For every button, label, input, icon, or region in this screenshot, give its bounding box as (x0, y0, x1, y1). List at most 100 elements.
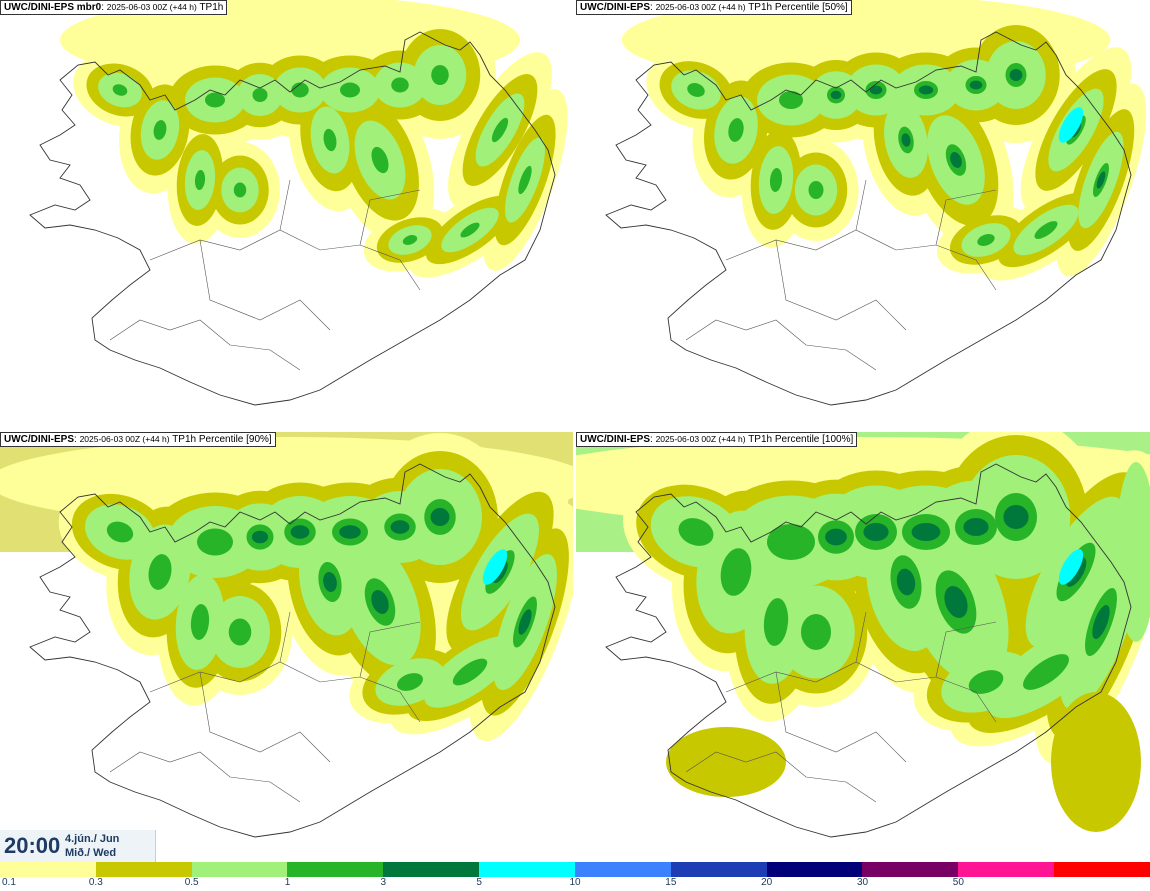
precip-area (801, 614, 831, 650)
legend-label: 0.1 (2, 877, 16, 888)
precip-area (194, 170, 206, 190)
precip-area (252, 88, 268, 102)
date-line-1: 4.jún./ Jun (65, 833, 120, 845)
legend-color-9 (862, 862, 959, 877)
legend-label: 1 (284, 877, 291, 888)
legend-labels: 0.1 0.3 0.5 1 3 5 10 15 20 30 50 (0, 877, 1150, 891)
model-name: UWC/DINI-EPS (4, 434, 74, 445)
precip-area (340, 82, 360, 98)
road-network (149, 611, 421, 763)
precip-area (431, 65, 449, 85)
road-network (725, 611, 997, 763)
panel-title: UWC/DINI-EPS: 2025-06-03 00Z (+44 h) TP1… (576, 0, 852, 15)
precip-area (397, 673, 423, 691)
legend-color-6 (574, 862, 671, 877)
run-info: 2025-06-03 00Z (+44 h) (655, 2, 746, 12)
precip-area (1116, 462, 1150, 642)
precip-area (460, 222, 480, 238)
coastline (29, 31, 556, 406)
legend-color-4 (383, 862, 480, 877)
precip-area (1096, 171, 1106, 189)
legend-color-10 (958, 862, 1055, 877)
precip-area (1058, 549, 1084, 585)
legend-color-7 (670, 862, 767, 877)
precip-area (251, 530, 269, 544)
precip-area (491, 117, 509, 143)
date-line-2: Mið./ Wed (65, 847, 117, 859)
precip-area (666, 727, 786, 797)
legend-label: 0.3 (88, 877, 103, 888)
field-name: TP1h (199, 2, 224, 13)
precip-area (968, 670, 1004, 694)
precip-area (687, 83, 705, 97)
precip-area (323, 571, 337, 593)
run-info: 2025-06-03 00Z (+44 h) (106, 2, 197, 12)
legend-color-0 (0, 862, 96, 877)
precip-area (371, 590, 389, 614)
panel-title: UWC/DINI-EPS: 2025-06-03 00Z (+44 h) TP1… (0, 432, 276, 447)
precip-area (402, 235, 418, 245)
legend-label: 3 (380, 877, 387, 888)
road-network (109, 751, 301, 803)
field-name: TP1h Percentile [50%] (748, 2, 848, 13)
field-name: TP1h Percentile [90%] (172, 434, 272, 445)
precip-area (291, 82, 309, 98)
color-legend (0, 862, 1150, 877)
run-info: 2025-06-03 00Z (+44 h) (79, 434, 170, 444)
road-network (685, 751, 877, 803)
precip-area (323, 128, 337, 152)
precip-area (390, 520, 410, 534)
precip-area (769, 168, 783, 192)
precip-area (371, 146, 389, 174)
precip-area (518, 165, 532, 195)
map-panel-mbr0: UWC/DINI-EPS mbr0: 2025-06-03 00Z (+44 h… (0, 0, 573, 430)
panel-title: UWC/DINI-EPS mbr0: 2025-06-03 00Z (+44 h… (0, 0, 228, 15)
precip-area (228, 618, 252, 646)
road-network (685, 319, 877, 371)
precip-area (950, 152, 962, 168)
precip-area (1092, 604, 1110, 640)
legend-color-2 (191, 862, 288, 877)
legend-color-8 (766, 862, 863, 877)
coastline (605, 31, 1132, 406)
precip-area (1003, 505, 1029, 529)
valid-time-box: 20:00 4.jún./ Jun Mið./ Wed (0, 830, 156, 862)
legend-label: 5 (476, 877, 482, 888)
precip-area (830, 90, 842, 100)
model-name: UWC/DINI-EPS mbr0 (4, 2, 102, 13)
road-network (109, 319, 301, 371)
precip-area (1034, 221, 1058, 239)
field-name: TP1h Percentile [100%] (748, 434, 854, 445)
precip-area (452, 658, 488, 686)
precip-area (339, 525, 361, 539)
legend-label: 20 (761, 877, 773, 888)
precip-area (190, 604, 210, 640)
legend-color-11 (1054, 862, 1150, 877)
precip-area (779, 91, 803, 109)
precip-area (290, 525, 310, 539)
legend-label: 50 (952, 877, 964, 888)
model-name: UWC/DINI-EPS (580, 434, 650, 445)
precip-area (112, 84, 128, 96)
map-panel-p100: UWC/DINI-EPS: 2025-06-03 00Z (+44 h) TP1… (576, 432, 1150, 862)
precip-area (825, 528, 847, 546)
road-network (725, 179, 997, 331)
precip-area (720, 548, 752, 596)
precip-area (1051, 692, 1141, 832)
precip-area (896, 568, 916, 596)
map-panel-p90: UWC/DINI-EPS: 2025-06-03 00Z (+44 h) TP1… (0, 432, 573, 862)
legend-color-5 (479, 862, 575, 877)
precip-area (808, 181, 824, 199)
coastline (29, 463, 556, 838)
precip-area (197, 528, 233, 556)
precip-map (576, 432, 1150, 838)
legend-label: 10 (569, 877, 581, 888)
precip-area (1058, 107, 1084, 143)
precip-area (430, 508, 450, 526)
precip-area (869, 85, 883, 95)
valid-date: 4.jún./ Jun Mið./ Wed (65, 832, 119, 860)
coastline (605, 463, 1132, 838)
legend-label: 30 (856, 877, 869, 888)
road-network (149, 179, 421, 331)
precip-area (205, 92, 225, 108)
